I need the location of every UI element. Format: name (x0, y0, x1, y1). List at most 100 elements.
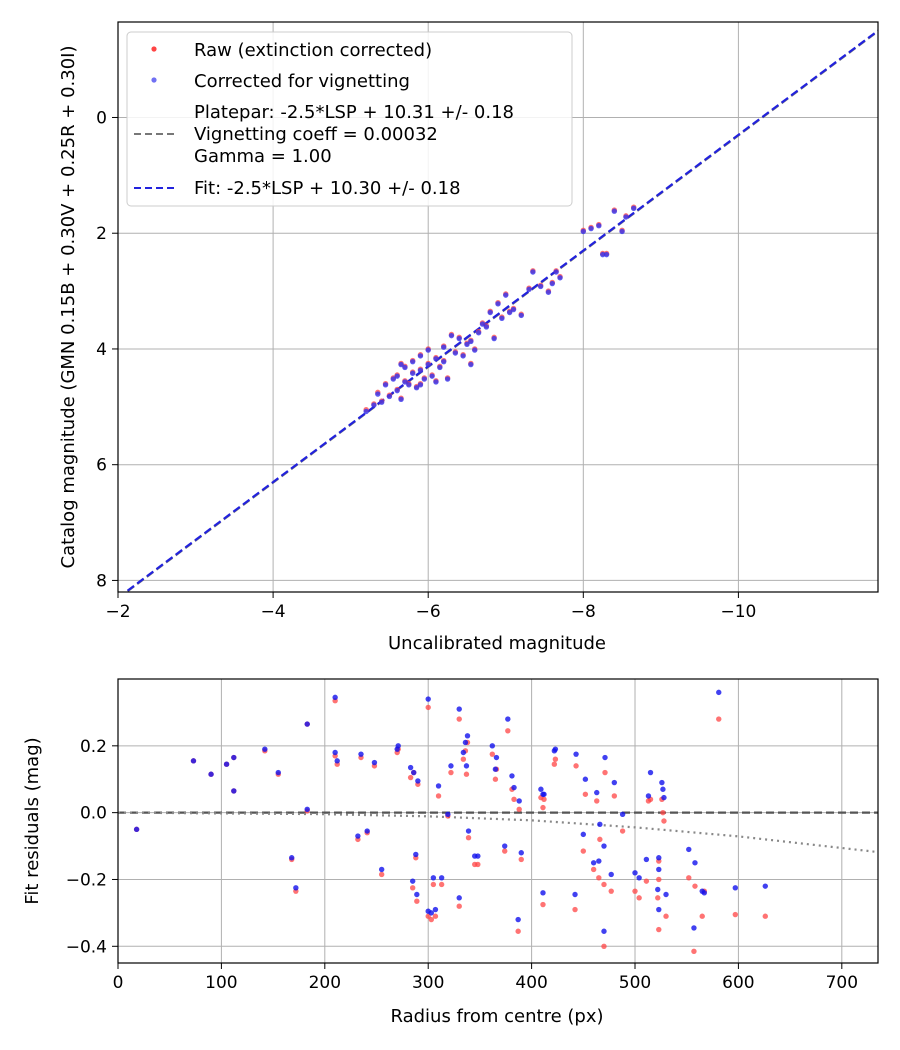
bottom-point-corrected (395, 743, 401, 749)
bottom-point-raw (463, 771, 470, 777)
bottom-point-raw (460, 756, 467, 762)
top-point-corrected (363, 408, 369, 415)
bottom-point-raw (656, 926, 662, 933)
top-point-corrected (530, 269, 536, 275)
bottom-point-corrected (716, 689, 722, 696)
bottom-point-raw (660, 809, 666, 816)
legend-box (126, 31, 573, 207)
top-plot-frame (117, 21, 879, 593)
legend-corrected-marker (151, 77, 157, 83)
top-point-corrected (518, 312, 524, 319)
bottom-ytick-label: 0.0 (80, 804, 107, 824)
bottom-point-raw (378, 871, 385, 878)
bottom-point-raw (540, 901, 546, 908)
top-point-corrected (557, 275, 563, 281)
legend-fit-label: Fit: -2.5*LSP + 10.30 +/- 0.18 (194, 178, 461, 199)
top-xtick-label: −8 (571, 602, 596, 622)
bottom-point-corrected (304, 721, 310, 727)
bottom-point-raw (656, 876, 662, 883)
bottom-point-raw (663, 913, 669, 919)
top-point-corrected (603, 251, 610, 258)
bottom-point-corrected (656, 906, 662, 913)
bottom-point-corrected (608, 871, 614, 878)
top-point-corrected (503, 292, 509, 298)
bottom-point-corrected (409, 878, 416, 884)
bottom-point-raw (465, 835, 472, 841)
bottom-point-corrected (448, 763, 454, 769)
bottom-point-raw (541, 796, 547, 802)
top-point-corrected (398, 396, 404, 402)
bottom-point-corrected (460, 749, 467, 756)
top-point-corrected (499, 315, 505, 321)
bottom-point-corrected (231, 754, 237, 761)
bottom-point-raw (430, 881, 437, 888)
bottom-point-raw (475, 861, 481, 868)
bottom-xtick-label: 600 (722, 973, 754, 993)
bottom-chart: 0 100 200 300 400 500 600 700 −0.4 −0.2 0.0 0.2 Rad… (22, 678, 879, 1027)
bottom-point-corrected (590, 860, 597, 866)
bottom-point-corrected (601, 928, 607, 934)
bottom-point-raw (518, 856, 524, 863)
bottom-point-corrected (515, 916, 521, 923)
bottom-point-raw (409, 885, 416, 891)
bottom-point-corrected (602, 754, 608, 761)
bottom-point-raw (582, 791, 589, 797)
bottom-point-corrected (304, 806, 310, 813)
top-point-corrected (386, 393, 393, 400)
legend-raw-marker (151, 46, 157, 52)
bottom-point-raw (608, 888, 614, 894)
bottom-point-raw (590, 866, 597, 873)
bottom-point-raw (489, 751, 496, 757)
bottom-point-corrected (413, 851, 419, 858)
bottom-point-raw (438, 881, 445, 888)
bottom-point-raw (502, 848, 508, 854)
top-point-corrected (611, 208, 618, 214)
bottom-point-corrected (762, 883, 768, 889)
bottom-point-raw (540, 804, 546, 811)
bottom-point-corrected (541, 791, 547, 797)
bottom-point-corrected (293, 885, 299, 891)
bottom-point-corrected (686, 846, 692, 853)
bottom-xtick-label: 0 (113, 973, 124, 993)
bottom-point-raw (632, 888, 638, 894)
bottom-point-corrected (660, 786, 666, 792)
bottom-point-corrected (407, 764, 414, 771)
bottom-point-corrected (371, 759, 378, 766)
bottom-point-raw (580, 848, 587, 854)
bottom-point-corrected (289, 855, 295, 861)
bottom-point-corrected (573, 751, 579, 757)
bottom-point-corrected (378, 866, 385, 873)
top-point-corrected (394, 387, 400, 394)
top-point-corrected (491, 335, 497, 342)
top-xtick-label: −2 (105, 602, 130, 622)
top-point-corrected (444, 376, 451, 382)
top-ytick-label: 4 (96, 340, 107, 360)
bottom-point-corrected (430, 875, 437, 881)
bottom-scatter-points (133, 689, 768, 955)
bottom-point-corrected (701, 890, 707, 896)
bottom-point-corrected (223, 761, 230, 767)
top-point-corrected (382, 382, 389, 388)
top-fit-lines (123, 29, 878, 592)
top-point-corrected (545, 289, 552, 295)
bottom-point-corrected (332, 694, 338, 701)
bottom-point-raw (515, 928, 521, 934)
bottom-point-raw (594, 798, 600, 804)
bottom-point-corrected (580, 831, 587, 838)
bottom-point-corrected (464, 733, 471, 739)
bottom-point-raw (619, 828, 626, 834)
bottom-xtick-label: 400 (515, 973, 547, 993)
top-point-corrected (402, 379, 408, 385)
top-point-corrected (394, 373, 400, 379)
top-point-corrected (549, 280, 555, 287)
bottom-point-corrected (732, 885, 739, 891)
bottom-point-corrected (456, 895, 462, 901)
top-point-corrected (413, 385, 420, 391)
bottom-point-corrected (655, 886, 661, 893)
top-point-corrected (452, 350, 459, 356)
bottom-point-corrected (435, 783, 442, 789)
bottom-point-raw (511, 796, 517, 802)
bottom-point-raw (551, 761, 558, 767)
bottom-point-raw (407, 774, 414, 781)
bottom-point-corrected (358, 751, 364, 757)
